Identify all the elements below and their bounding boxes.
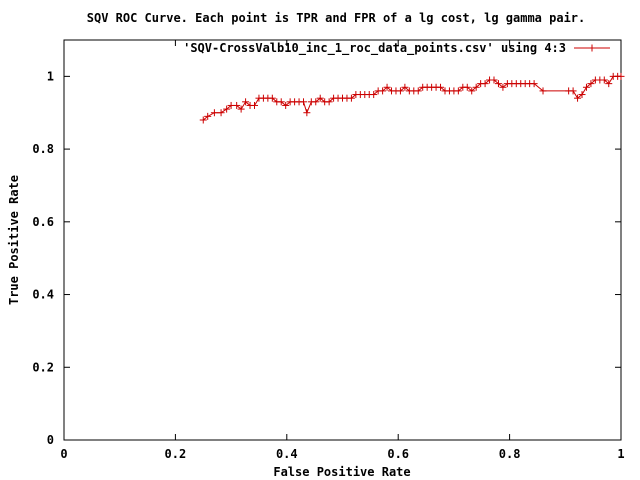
legend-label: 'SQV-CrossValb10_inc_1_roc_data_points.c… (183, 41, 566, 56)
data-point (499, 83, 507, 91)
chart-title: SQV ROC Curve. Each point is TPR and FPR… (87, 11, 586, 25)
data-point (582, 83, 590, 91)
data-point (223, 105, 231, 113)
y-tick-label: 0.8 (32, 142, 54, 156)
data-point (370, 91, 378, 99)
data-point (379, 87, 387, 95)
data-point (574, 94, 582, 102)
data-point (277, 98, 285, 106)
data-point (312, 98, 320, 106)
axis-tick-labels: 0 0.2 0.4 0.6 0.8 1 0 0.2 0.4 0.6 0.8 1 (32, 69, 624, 461)
data-point (303, 109, 311, 117)
data-point (605, 80, 613, 88)
y-axis-label: True Positive Rate (7, 175, 21, 305)
y-tick-label: 1 (47, 69, 54, 83)
plot-frame (63, 39, 622, 441)
y-tick-label: 0.4 (32, 288, 54, 302)
data-point (250, 101, 258, 109)
data-point (268, 94, 276, 102)
data-point (217, 109, 225, 117)
data-point (481, 80, 489, 88)
data-point (282, 101, 290, 109)
data-point (617, 72, 625, 80)
legend: 'SQV-CrossValb10_inc_1_roc_data_points.c… (183, 41, 610, 56)
data-point (490, 76, 498, 84)
data-point (472, 83, 480, 91)
data-point (242, 98, 250, 106)
data-point (199, 116, 207, 124)
data-point (204, 112, 212, 120)
series-points (199, 72, 625, 124)
x-axis-label: False Positive Rate (273, 465, 410, 479)
x-tick-label: 0.6 (387, 447, 409, 461)
data-point (454, 87, 462, 95)
x-tick-label: 0.2 (165, 447, 187, 461)
data-point (210, 109, 218, 117)
data-point (316, 94, 324, 102)
data-point (347, 94, 355, 102)
data-point (463, 83, 471, 91)
data-point (530, 80, 538, 88)
data-point (437, 83, 445, 91)
data-point (468, 87, 476, 95)
data-point (233, 101, 241, 109)
legend-marker (588, 44, 596, 52)
data-point (569, 87, 577, 95)
data-point (494, 80, 502, 88)
data-point (600, 76, 608, 84)
x-tick-label: 0 (60, 447, 67, 461)
x-tick-label: 0.8 (499, 447, 521, 461)
data-point (237, 105, 245, 113)
data-point (325, 98, 333, 106)
data-point (578, 91, 586, 99)
data-point (587, 80, 595, 88)
y-tick-label: 0.6 (32, 215, 54, 229)
data-point (396, 87, 404, 95)
x-tick-label: 0.4 (276, 447, 298, 461)
y-tick-label: 0 (47, 433, 54, 447)
y-tick-label: 0.2 (32, 360, 54, 374)
x-tick-label: 1 (617, 447, 624, 461)
data-point (300, 98, 308, 106)
data-point (539, 87, 547, 95)
data-point (401, 83, 409, 91)
data-point (414, 87, 422, 95)
data-point (383, 83, 391, 91)
